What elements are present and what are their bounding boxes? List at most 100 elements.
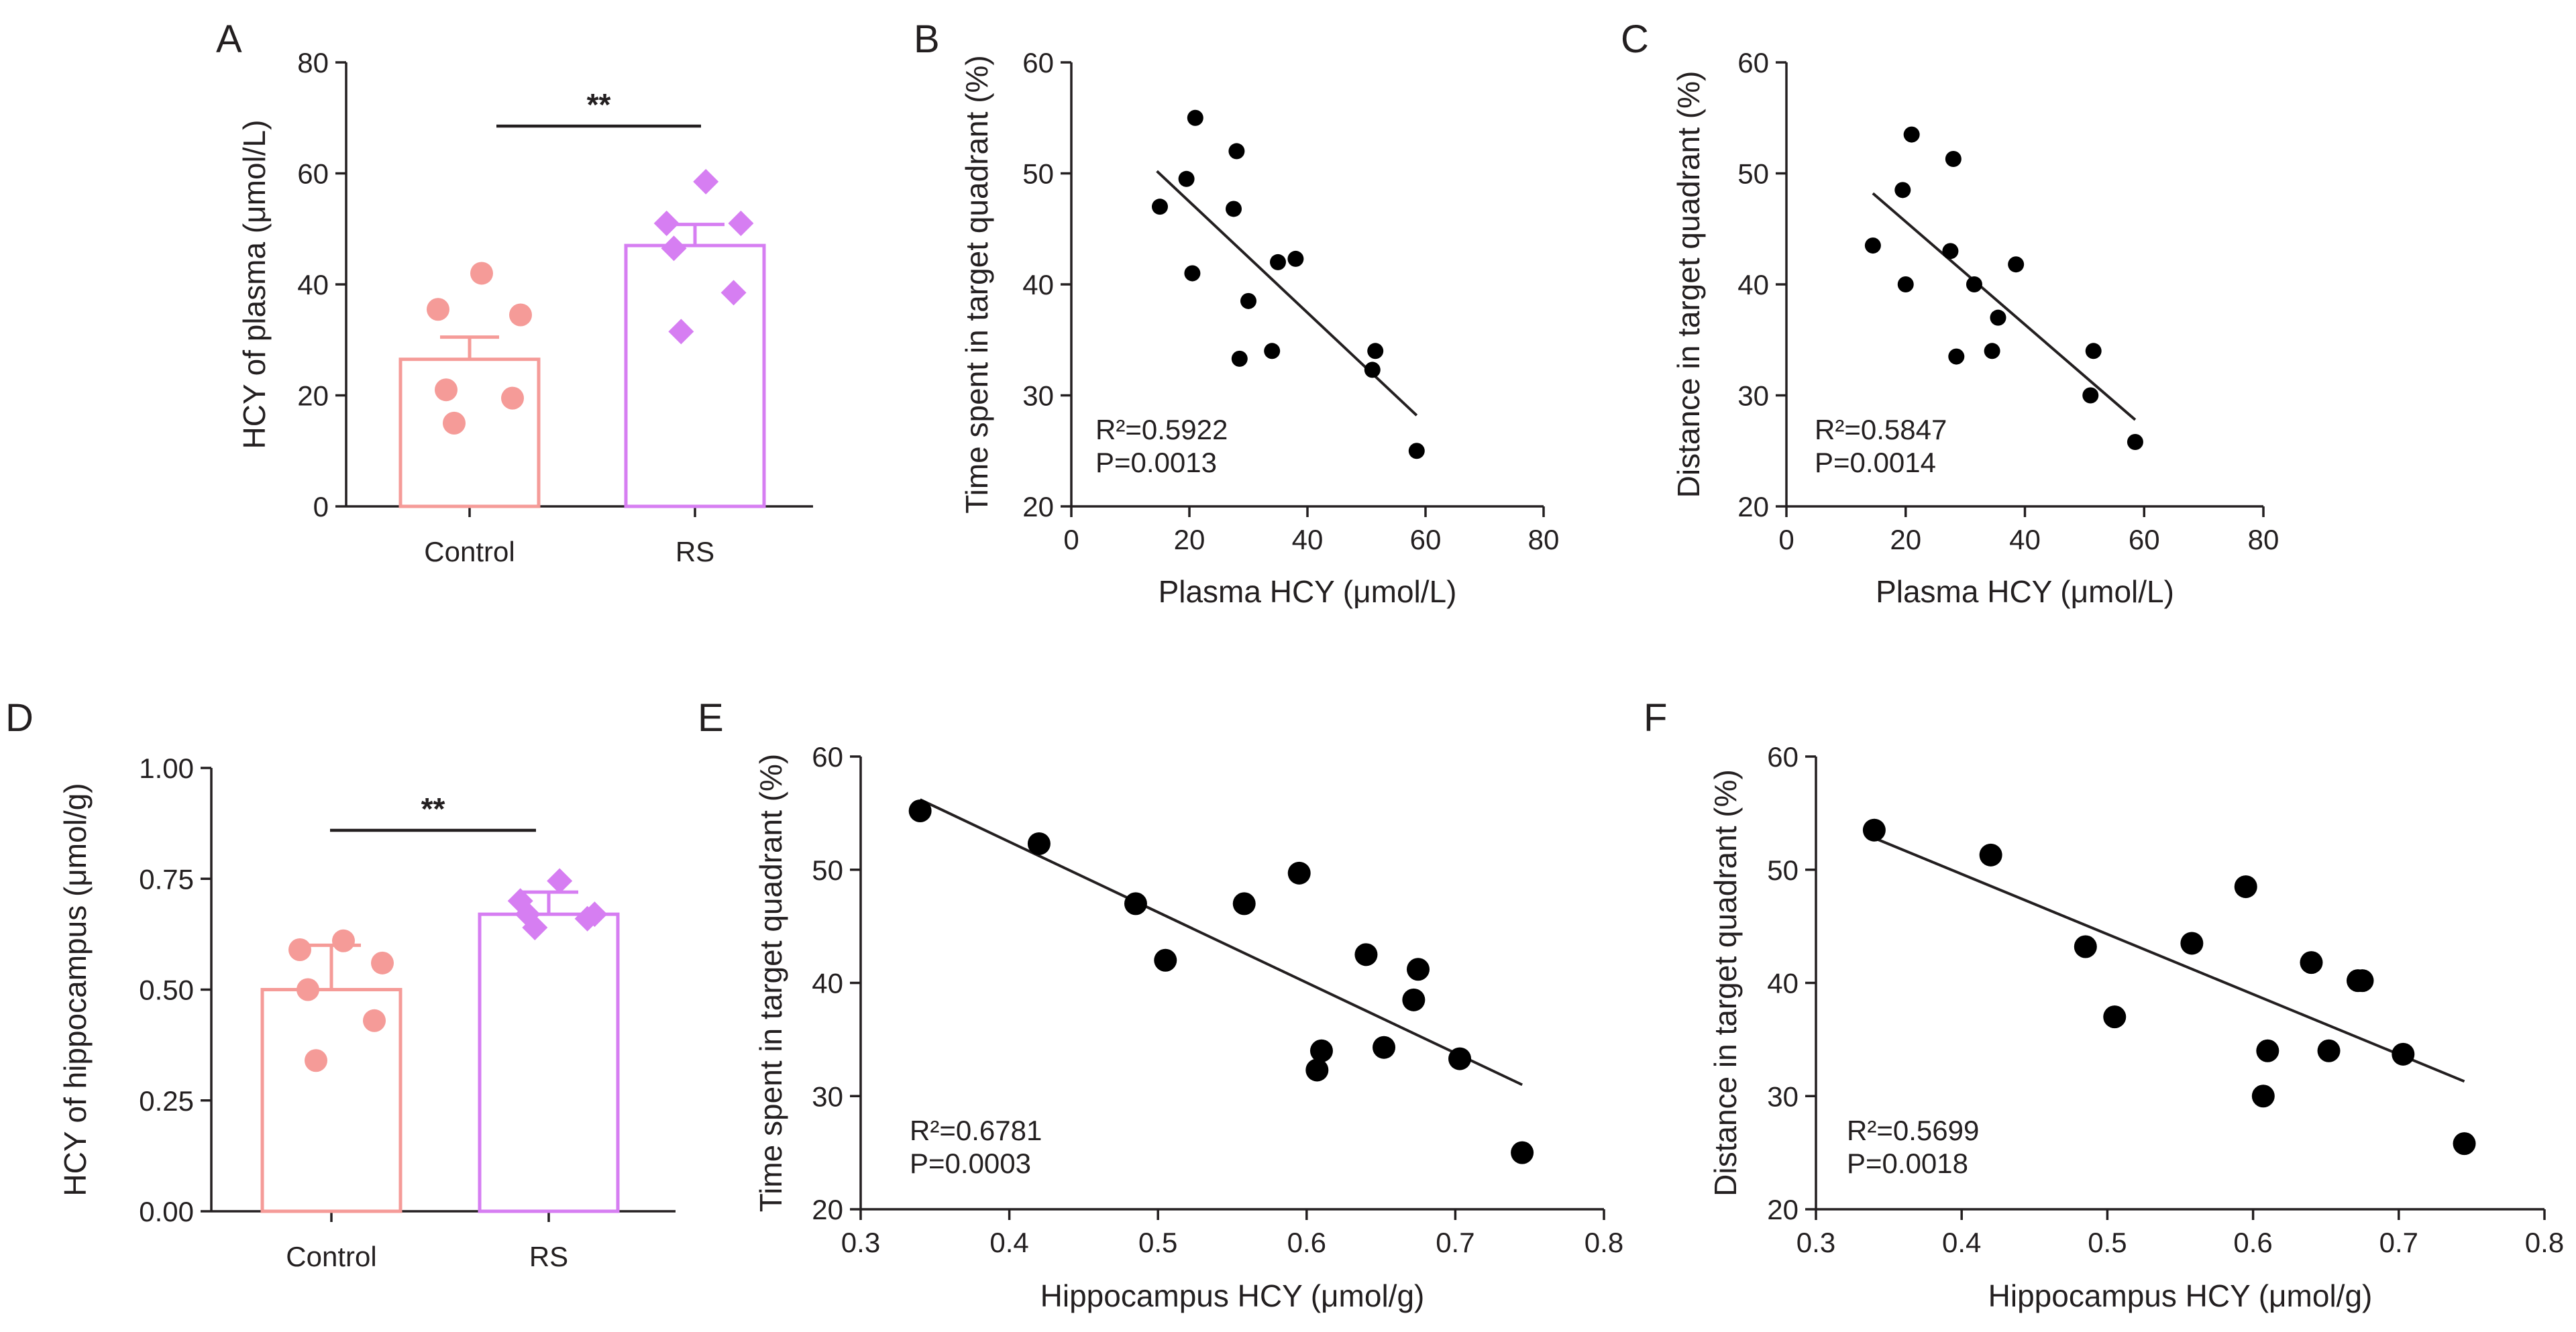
data-point	[547, 868, 573, 894]
x-tick-label: Control	[424, 536, 515, 567]
data-point	[1264, 343, 1281, 359]
data-point	[1270, 254, 1286, 270]
data-point	[2180, 932, 2204, 955]
regression-line	[919, 798, 1523, 1087]
x-tick-label: 0.3	[1796, 1227, 1835, 1258]
data-point	[1511, 1141, 1534, 1164]
data-point	[2127, 434, 2143, 451]
data-point	[2300, 951, 2323, 975]
data-point	[1894, 182, 1911, 199]
data-point	[720, 280, 747, 306]
x-tick-label: 0	[1778, 524, 1794, 555]
panel-letter: E	[698, 696, 724, 740]
data-point	[661, 235, 687, 262]
y-axis-label: HCY of plasma (μmol/L)	[237, 120, 272, 449]
data-point	[2251, 1085, 2275, 1108]
p-value-label: P=0.0018	[1847, 1148, 1968, 1179]
x-tick-label: 0.5	[1138, 1227, 1177, 1258]
data-point	[1152, 199, 1168, 215]
data-point	[305, 1049, 327, 1072]
x-tick-label: 80	[2248, 524, 2279, 555]
x-tick-label: 20	[1890, 524, 1921, 555]
y-tick-label: 40	[1022, 269, 1054, 300]
x-tick-label: Control	[286, 1241, 376, 1272]
y-tick-label: 0.25	[139, 1085, 194, 1117]
y-tick-label: 40	[1767, 968, 1799, 999]
data-point	[1942, 243, 1959, 260]
data-point	[2317, 1039, 2341, 1062]
chart-panel-b: B 20 30 40 50 60 Time spent in target quadrant…	[914, 17, 1559, 609]
data-point	[1862, 818, 1886, 842]
y-axis-label: Time spent in target quadrant (%)	[753, 754, 788, 1213]
x-tick-label: 0.4	[1942, 1227, 1981, 1258]
data-point	[1228, 143, 1245, 160]
x-tick-label: 60	[1410, 524, 1442, 555]
data-point	[363, 1009, 386, 1032]
data-point	[332, 929, 355, 952]
data-point	[1979, 843, 2002, 867]
x-tick-label: 0.7	[2379, 1227, 2418, 1258]
chart-panel-e: E 20 30 40 50 60 Time spent in target quadrant…	[698, 696, 1623, 1313]
data-point	[1232, 892, 1256, 915]
regression-line	[1874, 836, 2465, 1083]
chart-panel-c: C 20 30 40 50 60 Distance in target quadrant (…	[1621, 17, 2279, 609]
data-point	[1226, 201, 1242, 217]
x-axis-label: Hippocampus HCY (μmol/g)	[1988, 1278, 2373, 1313]
x-tick-label: 60	[2129, 524, 2160, 555]
data-point	[1027, 832, 1051, 855]
y-axis-label: HCY of hippocampus (μmol/g)	[58, 783, 93, 1196]
data-point	[297, 978, 319, 1001]
panel-letter: C	[1621, 17, 1649, 61]
y-tick-label: 60	[1022, 47, 1054, 78]
y-axis-label: Time spent in target quadrant (%)	[959, 55, 994, 514]
y-axis-label: Distance in target quadrant (%)	[1708, 769, 1743, 1197]
data-point	[427, 298, 449, 321]
data-point	[693, 168, 719, 195]
data-point	[1240, 292, 1256, 309]
y-tick-label: 50	[1737, 158, 1769, 190]
r-squared-label: R²=0.5922	[1095, 414, 1228, 445]
x-tick-label: 0.6	[1287, 1227, 1326, 1258]
x-tick-label: RS	[676, 536, 714, 567]
x-tick-label: 40	[1292, 524, 1324, 555]
data-point	[1305, 1058, 1329, 1082]
y-tick-label: 60	[1737, 47, 1769, 78]
y-tick-label: 40	[812, 968, 843, 999]
bar	[478, 912, 620, 1213]
data-point	[1364, 362, 1381, 378]
x-tick-label: 0.7	[1436, 1227, 1474, 1258]
p-value-label: P=0.0014	[1815, 447, 1936, 478]
data-point	[2234, 875, 2257, 899]
x-tick-label: 20	[1174, 524, 1205, 555]
data-point	[2008, 256, 2025, 273]
x-tick-label: 0.8	[1585, 1227, 1623, 1258]
y-tick-label: 20	[1767, 1194, 1799, 1225]
panel-letter: D	[5, 696, 34, 740]
data-point	[288, 938, 311, 962]
data-point	[1178, 170, 1195, 187]
x-axis-label: Plasma HCY (μmol/L)	[1159, 574, 1457, 609]
x-tick-label: 0.4	[989, 1227, 1028, 1258]
y-tick-label: 40	[1737, 269, 1769, 300]
y-tick-label: 0.50	[139, 975, 194, 1006]
y-tick-label: 0.00	[139, 1196, 194, 1227]
p-value-label: P=0.0013	[1095, 447, 1217, 478]
data-point	[1864, 237, 1881, 254]
y-tick-label: 20	[812, 1194, 843, 1225]
x-tick-label: 0.6	[2233, 1227, 2272, 1258]
y-tick-label: 1.00	[139, 753, 194, 784]
y-tick-label: 20	[1022, 491, 1054, 522]
bar	[624, 243, 766, 508]
y-tick-label: 50	[812, 854, 843, 886]
data-point	[1448, 1047, 1472, 1070]
data-point	[2256, 1039, 2279, 1062]
data-point	[2085, 343, 2102, 359]
y-tick-label: 50	[1022, 158, 1054, 190]
y-tick-label: 60	[1767, 741, 1799, 773]
data-point	[2346, 969, 2369, 993]
data-point	[501, 386, 524, 410]
x-tick-label: RS	[529, 1241, 568, 1272]
data-point	[2082, 387, 2099, 404]
r-squared-label: R²=0.5847	[1815, 414, 1947, 445]
